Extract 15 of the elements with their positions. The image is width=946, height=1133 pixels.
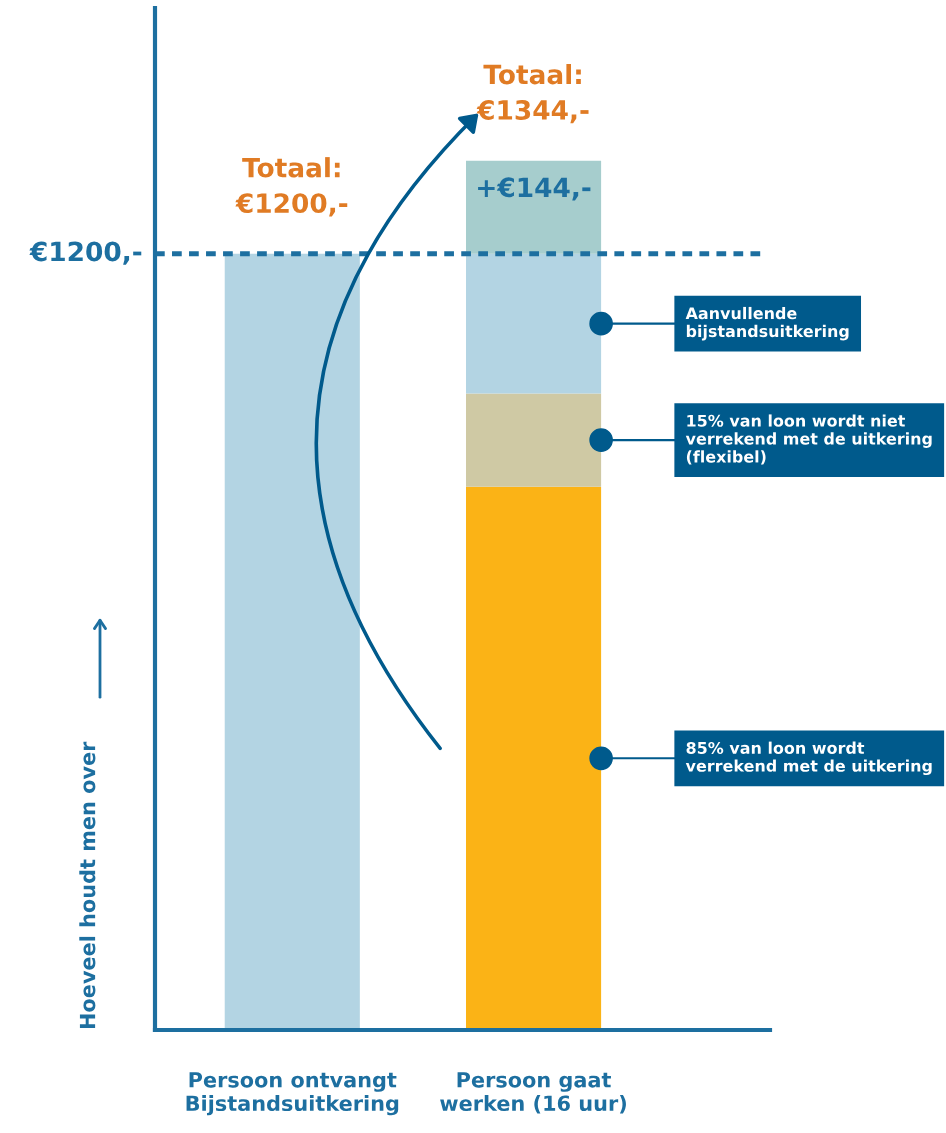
text: 15% van loon wordt niet verrekend met de uitkering (flexibel) (685, 414, 932, 465)
bar (224, 253, 360, 1030)
total-label: Totaal: €1344,- (476, 63, 589, 124)
bar (466, 393, 602, 487)
x-tick-label: Persoon gaat werken (16 uur) (440, 1072, 626, 1114)
bar (466, 160, 602, 254)
data-label: +€144,- (478, 177, 591, 201)
x-tick-label: Persoon ontvangt Bijstandsuitkering (186, 1072, 399, 1116)
bar (466, 486, 602, 1030)
ref-line-label: €1200,- (29, 241, 142, 265)
text: 85% van loon wordt verrekend met de uitkering (685, 741, 932, 776)
text: Aanvullende bijstandsuitkering (685, 306, 849, 341)
y-axis-title: Hoeveel houdt men over (79, 741, 96, 1029)
total-label: Totaal: €1200,- (235, 157, 348, 217)
bar (466, 253, 602, 394)
